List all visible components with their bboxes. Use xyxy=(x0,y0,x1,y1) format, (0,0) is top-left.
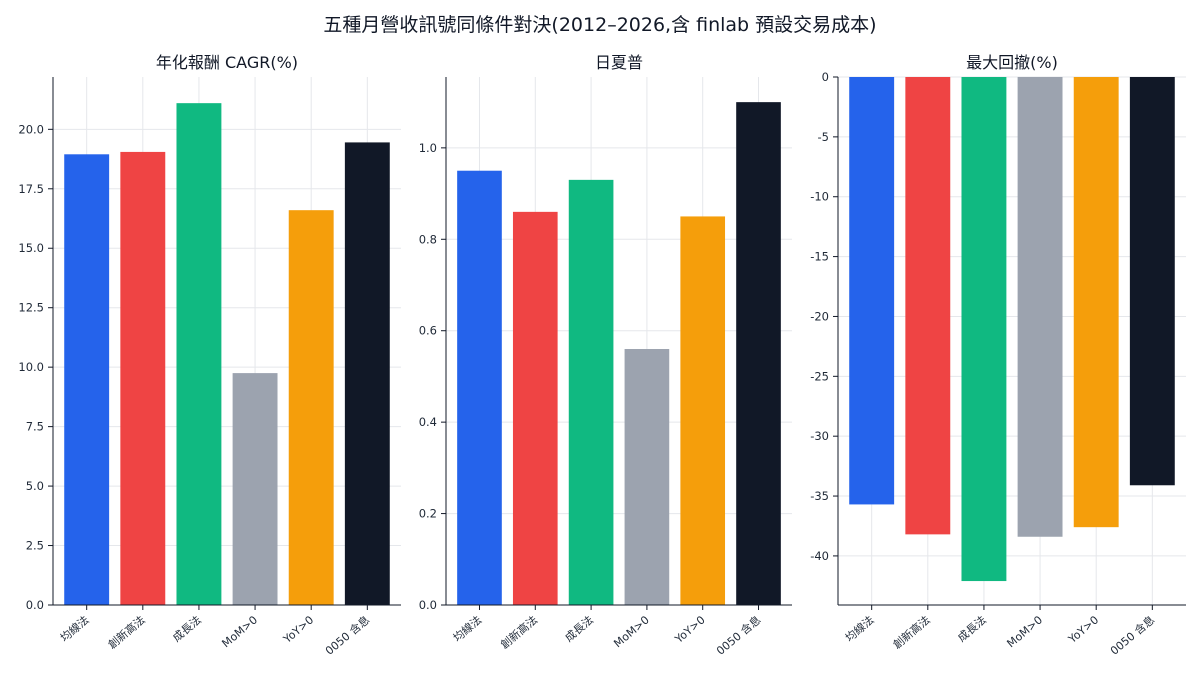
y-tick-label: 2.5 xyxy=(26,539,44,553)
bar-1 xyxy=(120,151,166,605)
y-tick-label: 0.2 xyxy=(419,507,437,521)
bar-5 xyxy=(1129,77,1175,486)
y-tick-label: 0.8 xyxy=(419,232,437,246)
bar-4 xyxy=(1073,77,1119,528)
y-tick-label: -40 xyxy=(810,549,829,563)
panel-title: 年化報酬 CAGR(%) xyxy=(156,53,298,72)
y-tick-label: 15.0 xyxy=(18,241,44,255)
x-tick-label: 成長法 xyxy=(170,613,204,645)
x-tick-label: 0050 含息 xyxy=(1107,613,1157,658)
y-tick-label: 0 xyxy=(822,70,829,84)
bar-5 xyxy=(344,142,390,606)
bar-4 xyxy=(288,210,334,605)
y-tick-label: 0.0 xyxy=(419,598,437,612)
bar-3 xyxy=(1017,77,1063,537)
x-tick-label: MoM>0 xyxy=(220,613,260,650)
bar-2 xyxy=(176,103,222,605)
x-tick-label: 均線法 xyxy=(57,613,91,645)
bar-3 xyxy=(232,373,278,605)
panel-title: 最大回撤(%) xyxy=(966,53,1058,72)
x-tick-label: MoM>0 xyxy=(1005,613,1045,650)
panel-title: 日夏普 xyxy=(595,53,643,72)
bar-5 xyxy=(736,102,781,606)
y-tick-label: 0.0 xyxy=(26,598,44,612)
y-tick-label: -25 xyxy=(810,369,829,383)
bar-1 xyxy=(512,211,558,605)
y-tick-label: 10.0 xyxy=(18,360,44,374)
x-tick-label: 創新高法 xyxy=(890,613,933,652)
y-tick-label: -35 xyxy=(810,489,829,503)
y-tick-label: 5.0 xyxy=(26,479,44,493)
y-tick-label: 0.4 xyxy=(419,415,437,429)
y-tick-label: -30 xyxy=(810,429,829,443)
y-tick-label: 0.6 xyxy=(419,324,437,338)
x-tick-label: 均線法 xyxy=(842,613,876,645)
x-tick-label: 成長法 xyxy=(562,613,596,645)
y-tick-label: -5 xyxy=(818,130,829,144)
y-tick-label: 17.5 xyxy=(18,182,44,196)
y-tick-label: -20 xyxy=(810,309,829,323)
x-tick-label: 0050 含息 xyxy=(322,613,372,658)
x-tick-label: 成長法 xyxy=(955,613,989,645)
panel-sharpe: 日夏普 0.0 0.2 0.4 0.6 0.8 1.0 均線法 創新高法 成長法 MoM>0 YoY>… xyxy=(419,53,792,658)
bar-2 xyxy=(568,179,614,605)
y-tick-label: -10 xyxy=(810,190,829,204)
bar-0 xyxy=(457,170,502,605)
x-tick-label: 均線法 xyxy=(450,613,484,645)
bar-1 xyxy=(905,77,951,535)
bar-3 xyxy=(624,349,670,605)
x-tick-label: YoY>0 xyxy=(1065,613,1101,646)
x-tick-label: 創新高法 xyxy=(498,613,541,652)
y-tick-label: -15 xyxy=(810,250,829,264)
y-tick-label: 12.5 xyxy=(18,301,44,315)
y-tick-label: 1.0 xyxy=(419,141,437,155)
bar-0 xyxy=(64,154,110,605)
bar-2 xyxy=(961,77,1007,582)
figure-title: 五種月營收訊號同條件對決(2012–2026,含 finlab 預設交易成本) xyxy=(323,14,876,36)
x-tick-label: YoY>0 xyxy=(672,613,708,646)
x-tick-label: YoY>0 xyxy=(280,613,316,646)
x-tick-label: 創新高法 xyxy=(105,613,148,652)
x-tick-label: 0050 含息 xyxy=(713,613,763,658)
bar-4 xyxy=(680,216,726,605)
y-tick-label: 20.0 xyxy=(18,122,44,136)
x-tick-label: MoM>0 xyxy=(611,613,651,650)
panel-mdd: 最大回撤(%) 0 -5 -10 -15 -20 -25 -30 -35 -40 均線法 創新高法 成長… xyxy=(810,53,1186,658)
y-tick-label: 7.5 xyxy=(26,420,44,434)
bar-0 xyxy=(849,77,895,505)
panel-cagr: 年化報酬 CAGR(%) 0.0 2.5 5.0 7.5 10.0 12.5 15.0 17.5… xyxy=(18,53,401,658)
